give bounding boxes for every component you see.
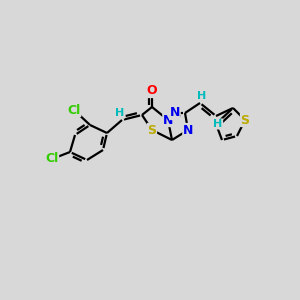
Text: N: N	[170, 106, 180, 119]
Text: H: H	[197, 91, 207, 101]
Text: Cl: Cl	[68, 103, 81, 116]
Text: H: H	[116, 108, 124, 118]
Text: O: O	[147, 85, 157, 98]
Text: N: N	[183, 124, 193, 136]
Text: S: S	[148, 124, 157, 136]
Text: S: S	[241, 113, 250, 127]
Text: H: H	[213, 119, 223, 129]
Text: N: N	[163, 113, 173, 127]
Text: Cl: Cl	[45, 152, 58, 166]
